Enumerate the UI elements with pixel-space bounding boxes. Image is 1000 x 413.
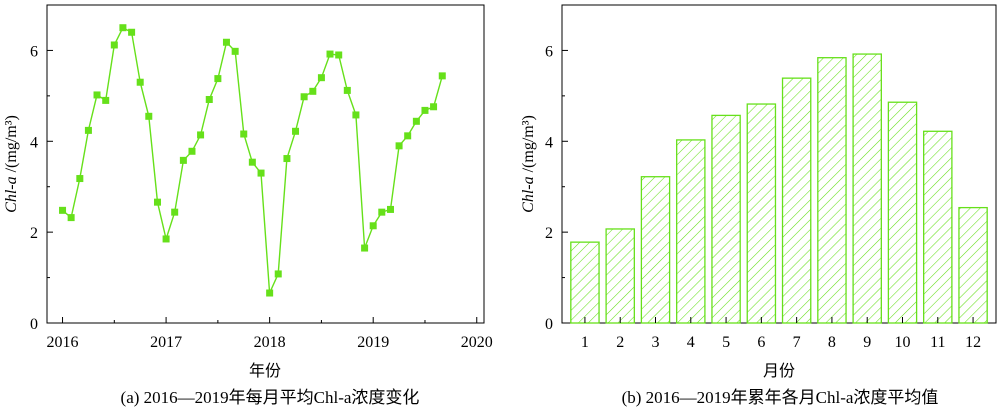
series-points-a — [59, 24, 446, 297]
y-tick-label: 6 — [30, 43, 38, 60]
x-tick-label: 4 — [687, 334, 695, 351]
x-tick-label: 12 — [965, 334, 981, 351]
bar — [852, 53, 882, 324]
data-point — [335, 51, 343, 59]
data-point — [266, 289, 274, 297]
data-point — [162, 235, 170, 243]
x-tick-label: 2 — [616, 334, 624, 351]
x-tick-label: 2020 — [461, 334, 493, 351]
x-tick-label: 10 — [894, 334, 910, 351]
plot-frame-a — [46, 4, 485, 324]
bar — [781, 77, 812, 324]
data-point — [386, 205, 394, 213]
data-point — [110, 41, 118, 49]
data-point — [84, 126, 92, 134]
bar — [570, 241, 600, 324]
y-tick-label: 6 — [545, 43, 553, 60]
data-point — [67, 214, 75, 222]
y-tick-label: 0 — [545, 316, 553, 333]
data-point — [361, 244, 369, 252]
y-axis-title-a: Chl-a /(mg/m³) — [3, 115, 20, 213]
plot-frame-b — [561, 4, 997, 324]
data-point — [395, 142, 403, 150]
bar — [887, 101, 918, 324]
data-point — [240, 130, 248, 138]
bar — [817, 57, 847, 324]
x-tick-label: 6 — [757, 334, 765, 351]
data-point — [145, 112, 153, 120]
data-point — [197, 131, 205, 139]
data-point — [248, 158, 256, 166]
data-point — [102, 96, 110, 104]
data-point — [231, 47, 239, 55]
bars-b — [570, 53, 988, 324]
data-point — [430, 103, 438, 111]
caption-b: (b) 2016—2019年累年各月Chl-a浓度平均值 — [622, 388, 939, 407]
x-tick-label: 2016 — [47, 334, 79, 351]
x-tick-label: 5 — [722, 334, 730, 351]
axis-ticks-a: 2016 2017 2018 2019 2020 0 2 4 6 — [30, 43, 493, 351]
x-axis-title-b: 月份 — [763, 362, 795, 380]
data-point — [309, 87, 317, 95]
x-tick-label: 11 — [930, 334, 945, 351]
data-point — [412, 117, 420, 125]
x-tick-label: 8 — [828, 334, 836, 351]
data-point — [438, 72, 446, 80]
data-point — [317, 74, 325, 82]
x-tick-label: 2019 — [357, 334, 389, 351]
data-point — [188, 147, 196, 155]
bar — [958, 206, 988, 324]
data-point — [352, 111, 360, 119]
data-point — [136, 78, 144, 86]
bar — [676, 139, 706, 324]
bar — [711, 114, 741, 324]
x-tick-label: 3 — [652, 334, 660, 351]
data-point — [171, 208, 179, 216]
data-point — [292, 127, 300, 135]
data-point — [205, 95, 213, 103]
y-tick-label: 4 — [30, 134, 38, 151]
x-axis-title-a: 年份 — [249, 362, 281, 380]
bar — [605, 228, 635, 324]
y-tick-label: 2 — [545, 225, 553, 242]
data-point — [257, 169, 265, 177]
y-tick-label: 0 — [30, 316, 38, 333]
x-tick-label: 2017 — [150, 334, 182, 351]
x-tick-label: 7 — [793, 334, 801, 351]
data-point — [300, 93, 308, 101]
data-point — [119, 24, 127, 32]
data-point — [76, 175, 84, 183]
data-point — [93, 91, 101, 99]
bar — [640, 176, 671, 324]
caption-a: (a) 2016—2019年每月平均Chl-a浓度变化 — [121, 388, 420, 407]
y-tick-label: 2 — [30, 225, 38, 242]
y-axis-title-b: Chl-a /(mg/m³) — [520, 115, 537, 213]
data-point — [404, 132, 412, 140]
data-point — [421, 106, 429, 114]
data-point — [326, 50, 334, 58]
data-point — [222, 38, 230, 46]
data-point — [378, 208, 386, 216]
data-point — [214, 75, 222, 83]
bar — [746, 103, 777, 324]
x-tick-label: 2018 — [254, 334, 286, 351]
data-point — [128, 28, 136, 36]
data-point — [153, 198, 161, 206]
data-point — [274, 270, 282, 278]
y-tick-label: 4 — [545, 134, 553, 151]
data-point — [283, 155, 291, 163]
data-point — [369, 222, 377, 230]
data-point — [59, 206, 67, 214]
data-point — [343, 86, 351, 94]
x-tick-label: 9 — [863, 334, 871, 351]
x-tick-label: 1 — [581, 334, 589, 351]
data-point — [179, 156, 187, 164]
bar — [923, 130, 953, 324]
